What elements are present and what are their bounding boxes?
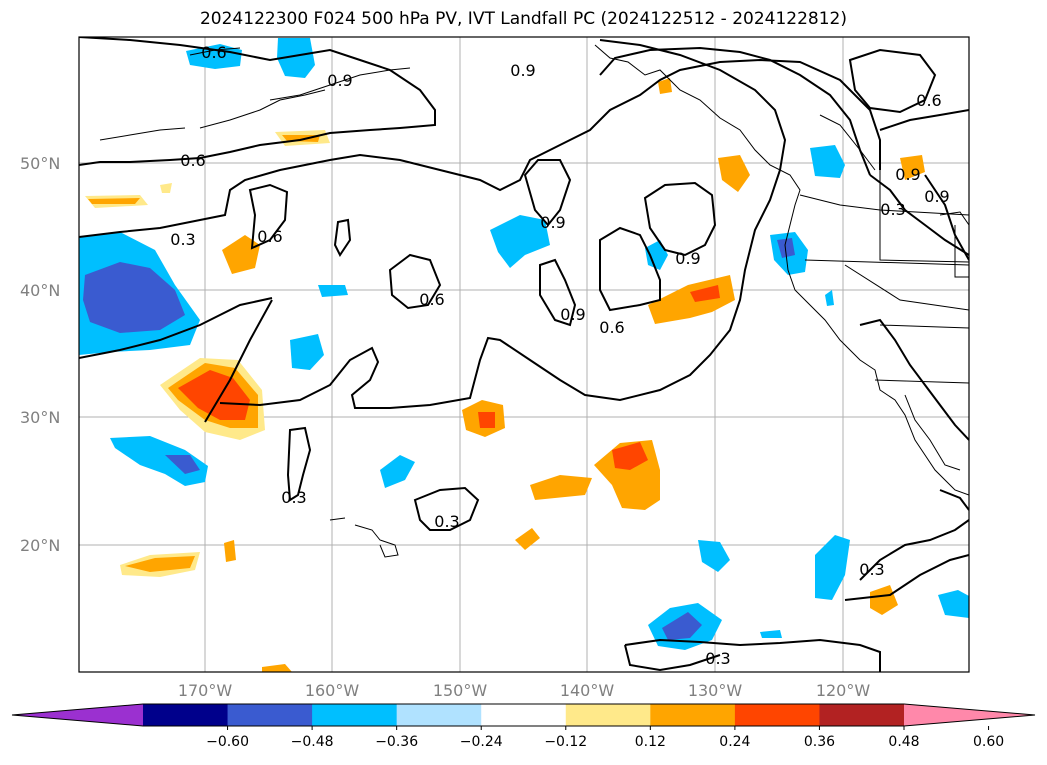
colorbar-bin — [227, 704, 313, 726]
lat-label-40n: 40°N — [20, 281, 60, 300]
contour-label: 0.3 — [705, 649, 730, 668]
contour-label: 0.3 — [434, 512, 459, 531]
contour-label: 0.9 — [560, 305, 585, 324]
colorbar-bin — [312, 704, 398, 726]
contour-label: 0.6 — [180, 151, 205, 170]
lat-label-20n: 20°N — [20, 536, 60, 555]
lon-label-130w: 130°W — [688, 681, 743, 700]
colorbar-bin — [481, 704, 567, 726]
lon-label-150w: 150°W — [433, 681, 488, 700]
colorbar-tick-label: −0.60 — [206, 734, 249, 750]
colorbar-outline — [11, 703, 1036, 727]
contour-label: 0.9 — [895, 165, 920, 184]
contour-label: 0.3 — [281, 488, 306, 507]
lon-label-120w: 120°W — [816, 681, 871, 700]
ivt-positive-shading — [85, 78, 925, 672]
lon-label-170w: 170°W — [178, 681, 233, 700]
colorbar-tick-label: 0.60 — [973, 734, 1004, 750]
colorbar-bin — [650, 704, 736, 726]
contour-label: 0.9 — [675, 249, 700, 268]
colorbar-tick-label: −0.12 — [544, 734, 587, 750]
contour-label: 0.3 — [880, 200, 905, 219]
lon-label-160w: 160°W — [305, 681, 360, 700]
latitude-labels: 50°N 40°N 30°N 20°N — [20, 154, 60, 555]
map-title: 2024122300 F024 500 hPa PV, IVT Landfall… — [199, 9, 847, 29]
map-panel: 0.6 0.9 0.9 0.6 0.6 0.3 0.6 0.9 0.6 0.9 … — [79, 37, 969, 672]
colorbar-tick-label: −0.24 — [460, 734, 503, 750]
colorbar-tick-label: 0.36 — [804, 734, 835, 750]
lat-label-50n: 50°N — [20, 154, 60, 173]
contour-label: 0.6 — [419, 290, 444, 309]
colorbar-bin — [396, 704, 482, 726]
colorbar-tick-label: 0.24 — [719, 734, 750, 750]
contour-label: 0.9 — [327, 71, 352, 90]
colorbar-tick-label: 0.12 — [635, 734, 666, 750]
colorbar-extension-low — [12, 704, 143, 726]
colorbar-extension-high — [904, 704, 1035, 726]
contour-label: 0.9 — [540, 213, 565, 232]
contour-label: 0.6 — [201, 43, 226, 62]
contour-labels: 0.6 0.9 0.9 0.6 0.6 0.3 0.6 0.9 0.6 0.9 … — [170, 43, 949, 668]
longitude-labels: 170°W 160°W 150°W 140°W 130°W 120°W — [178, 681, 871, 700]
colorbar-bin — [143, 704, 229, 726]
contour-label: 0.6 — [257, 227, 282, 246]
colorbar-bin — [819, 704, 905, 726]
colorbar-tick-label: −0.36 — [375, 734, 418, 750]
colorbar-bin — [565, 704, 651, 726]
contour-label: 0.6 — [916, 91, 941, 110]
pv-contours — [79, 37, 969, 672]
contour-label: 0.9 — [510, 61, 535, 80]
colorbar-tick-label: 0.48 — [888, 734, 919, 750]
contour-label: 0.3 — [859, 560, 884, 579]
contour-label: 0.3 — [170, 230, 195, 249]
contour-label: 0.6 — [599, 318, 624, 337]
coastlines — [99, 44, 969, 558]
contour-label: 0.9 — [924, 187, 949, 206]
colorbar: −0.60 −0.48 −0.36 −0.24 −0.12 0.12 0.24 0.36 0.4… — [11, 703, 1036, 750]
lon-label-140w: 140°W — [560, 681, 615, 700]
colorbar-bin — [734, 704, 820, 726]
lat-label-30n: 30°N — [20, 408, 60, 427]
colorbar-tick-label: −0.48 — [291, 734, 334, 750]
map-frame — [78, 36, 970, 673]
ivt-negative-shading — [79, 38, 969, 650]
